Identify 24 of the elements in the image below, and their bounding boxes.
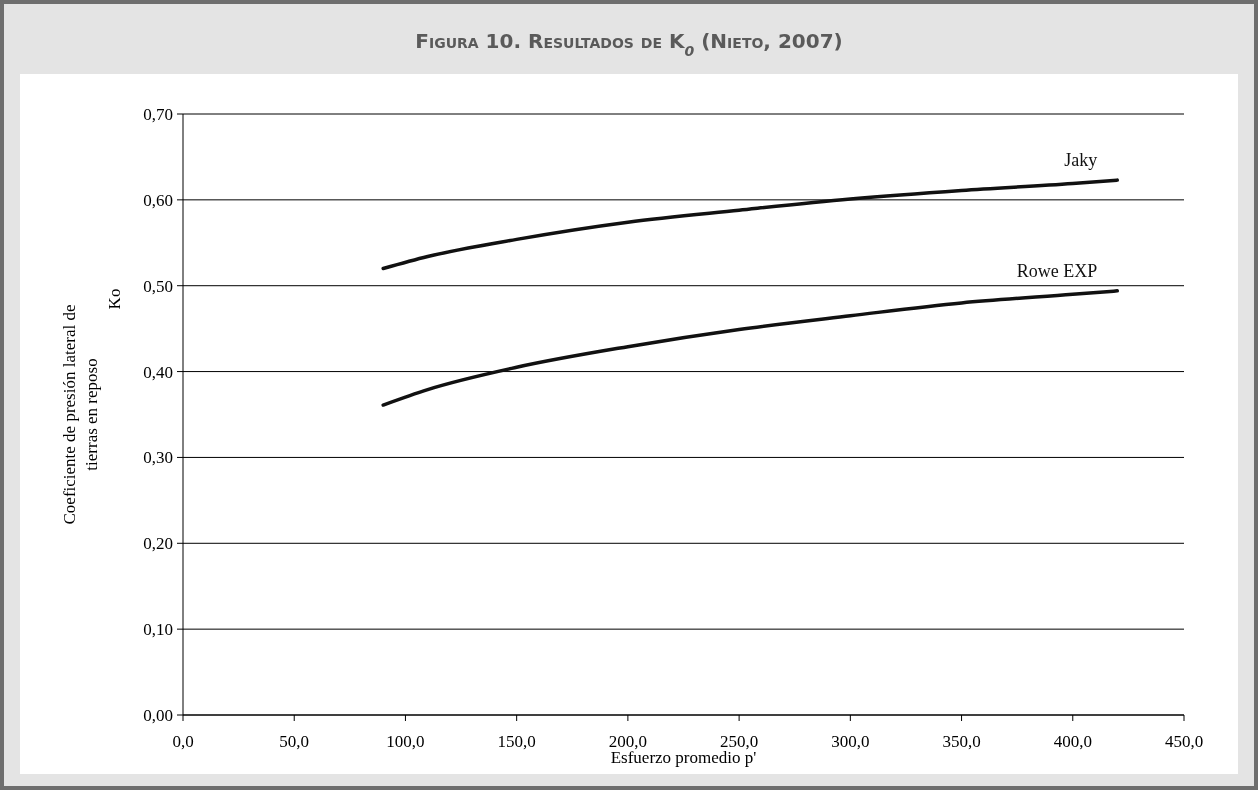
y-tick-label: 0,70: [143, 105, 173, 124]
x-tick-label: 50,0: [279, 732, 310, 751]
x-tick-label: 150,0: [497, 732, 536, 751]
y-tick-label: 0,10: [143, 620, 173, 640]
text: Coeficiente de presión lateral de tierras en reposo Ko: [60, 288, 124, 525]
y-tick-label: 0,60: [143, 190, 173, 210]
x-tick-label: 250,0: [719, 732, 759, 751]
x-tick-label: 200,0: [608, 732, 648, 751]
x-axis-title: Esfuerzo promedio p': [610, 748, 757, 767]
line-series: [381, 289, 1120, 407]
chart-title: Figura 10. Resultados de K$_{0}$ (Nieto, 2007): [415, 29, 843, 59]
x-tick-label: 0,0: [172, 732, 194, 751]
y-tick-label: 0,30: [143, 448, 173, 468]
y-tick-label: 0,00: [143, 706, 173, 725]
x-tick-label: 300,0: [831, 732, 870, 751]
y-tick-label: 0,50: [143, 276, 173, 296]
x-tick-label: 100,0: [386, 732, 425, 751]
x-tick-label: 350,0: [942, 732, 981, 751]
series-label: Rowe EXP: [1016, 260, 1098, 281]
x-tick-label: 400,0: [1053, 732, 1092, 751]
y-tick-label: 0,20: [143, 534, 173, 554]
series-label: Jaky: [1064, 150, 1098, 171]
y-tick-label: 0,40: [143, 362, 173, 382]
x-tick-label: 450,0: [1164, 732, 1204, 751]
